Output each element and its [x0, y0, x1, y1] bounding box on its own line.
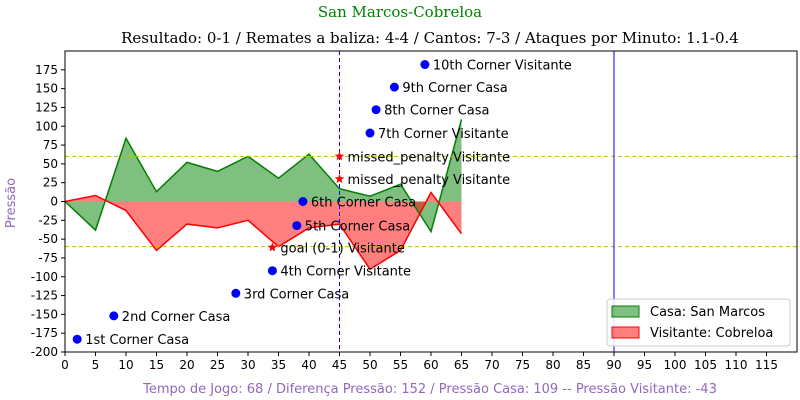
event-label: 7th Corner Visitante — [378, 127, 509, 142]
x-tick-label: 115 — [755, 358, 778, 372]
x-tick-label: 60 — [423, 358, 438, 372]
event-dot-marker — [365, 128, 375, 138]
y-tick-label: -25 — [38, 213, 58, 227]
line-away — [64, 191, 463, 271]
x-tick-label: 65 — [454, 358, 469, 372]
x-tick-label: 90 — [606, 358, 621, 372]
y-tick-label: -200 — [31, 345, 58, 359]
y-tick-label: 50 — [43, 157, 58, 171]
event-dot-marker — [389, 82, 399, 92]
x-axis: 0 5 10 15 20 25 30 35 40 45 50 55 60 65 70 75 80 85 90 95 10… — [61, 352, 778, 372]
x-tick-label: 5 — [92, 358, 100, 372]
event-dot-marker — [72, 334, 82, 344]
event-dot-marker — [231, 288, 241, 298]
event-star-marker — [267, 242, 278, 252]
x-tick-label: 55 — [393, 358, 408, 372]
y-tick-label: -175 — [31, 326, 58, 340]
y-axis-label: Pressão — [4, 178, 19, 228]
x-tick-label: 50 — [362, 358, 377, 372]
y-tick-label: -125 — [31, 289, 58, 303]
y-tick-label: 100 — [35, 119, 58, 133]
y-tick-label: 25 — [43, 176, 58, 190]
chart-title: San Marcos-Cobreloa — [318, 3, 482, 21]
event-dot-marker — [267, 266, 277, 276]
y-tick-label: 175 — [35, 63, 58, 77]
event-dot-marker — [298, 197, 308, 206]
event-star-marker — [334, 173, 345, 183]
x-tick-label: 80 — [545, 358, 560, 372]
event-dot-marker — [109, 311, 119, 321]
event-label: 9th Corner Casa — [402, 81, 507, 96]
y-axis: -200 -175 -150 -125 -100 -75 -50 -25 0 25 50 75 100 1… — [31, 63, 65, 359]
event-dot-marker — [420, 60, 430, 70]
event-label: 10th Corner Visitante — [433, 59, 572, 74]
event-label: 8th Corner Casa — [384, 104, 489, 119]
event-star-marker — [334, 151, 345, 161]
x-tick-label: 10 — [118, 358, 133, 372]
y-tick-label: -150 — [31, 307, 58, 321]
x-tick-label: 20 — [179, 358, 194, 372]
x-tick-label: 110 — [725, 358, 748, 372]
legend-swatch-away — [611, 326, 640, 339]
area-home — [65, 119, 462, 232]
event-label: missed_penalty Visitante — [348, 173, 511, 188]
plot-area: 1st Corner Casa 2nd Corner Casa 3rd Corner… — [31, 50, 798, 372]
x-tick-label: 30 — [240, 358, 255, 372]
event-label: 1st Corner Casa — [85, 333, 189, 348]
x-tick-label: 45 — [332, 358, 347, 372]
x-tick-label: 25 — [210, 358, 225, 372]
event-dot-marker — [371, 105, 381, 115]
event-dot-marker — [292, 221, 302, 231]
legend-swatch-home — [611, 305, 640, 318]
legend-label-home: Casa: San Marcos — [650, 305, 765, 320]
x-axis-label: Tempo de Jogo: 68 / Diferença Pressão: 1… — [142, 382, 717, 397]
y-tick-label: 75 — [43, 138, 58, 152]
x-tick-label: 100 — [664, 358, 687, 372]
x-tick-label: 95 — [637, 358, 652, 372]
line-home — [64, 119, 463, 234]
x-tick-label: 15 — [149, 358, 164, 372]
y-tick-label: 125 — [35, 100, 58, 114]
x-tick-label: 105 — [694, 358, 717, 372]
event-label: 5th Corner Casa — [305, 220, 410, 235]
event-label: 3rd Corner Casa — [244, 287, 349, 302]
chart-subtitle: Resultado: 0-1 / Remates a baliza: 4-4 /… — [121, 29, 739, 47]
x-tick-label: 70 — [484, 358, 499, 372]
event-label: missed_penalty Visitante — [348, 150, 511, 165]
y-tick-label: -100 — [31, 270, 58, 284]
legend-box — [606, 298, 791, 347]
x-tick-label: 85 — [576, 358, 591, 372]
x-tick-label: 35 — [271, 358, 286, 372]
y-tick-label: -50 — [38, 232, 58, 246]
legend: Casa: San Marcos Visitante: Cobreloa — [606, 298, 791, 347]
event-label: 4th Corner Visitante — [280, 265, 411, 280]
area-away — [65, 192, 462, 270]
x-tick-label: 0 — [61, 358, 69, 372]
event-label: goal (0-1) Visitante — [280, 241, 404, 256]
y-tick-label: 0 — [50, 195, 58, 209]
y-tick-label: -75 — [38, 251, 58, 265]
legend-label-away: Visitante: Cobreloa — [650, 326, 773, 341]
x-tick-label: 75 — [515, 358, 530, 372]
event-label: 2nd Corner Casa — [122, 310, 231, 325]
x-tick-label: 40 — [301, 358, 316, 372]
event-label: 6th Corner Casa — [311, 196, 416, 211]
y-tick-label: 150 — [35, 82, 58, 96]
